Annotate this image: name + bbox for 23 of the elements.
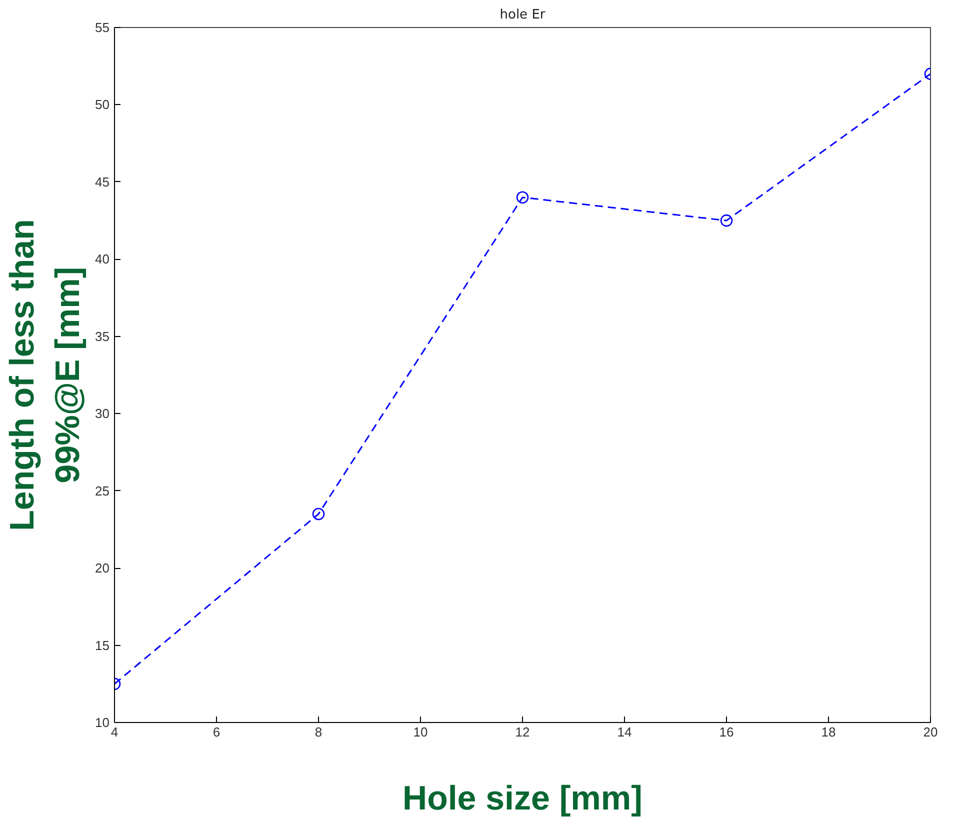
y-tick-label: 10: [95, 715, 110, 730]
x-tick-label: 14: [617, 724, 632, 740]
x-tick-label: 16: [719, 724, 734, 740]
x-tick-label: 12: [515, 724, 530, 740]
x-tick-label: 6: [212, 724, 220, 740]
chart-title: hole Er: [500, 8, 546, 22]
y-tick-label: 50: [95, 97, 110, 112]
y-tick-label: 55: [95, 20, 110, 35]
x-tick-label: 8: [314, 724, 322, 740]
y-tick-label: 45: [95, 174, 110, 190]
x-axis-title: Hole size [mm]: [402, 780, 642, 818]
y-axis-title: Length of less than 99%@E [mm]: [3, 219, 88, 531]
x-tick-label: 4: [110, 724, 118, 740]
y-tick-label: 25: [95, 483, 110, 498]
x-tick-label: 18: [821, 724, 836, 740]
x-tick-label: 10: [413, 724, 428, 740]
y-tick-label: 40: [95, 252, 110, 267]
y-tick-label: 20: [95, 560, 110, 576]
point: [516, 191, 529, 204]
x-tick-label: 20: [923, 724, 938, 740]
y-tick-label: 35: [95, 328, 110, 344]
y-tick-label: 30: [95, 406, 110, 422]
y-tick-label: 15: [95, 638, 110, 653]
